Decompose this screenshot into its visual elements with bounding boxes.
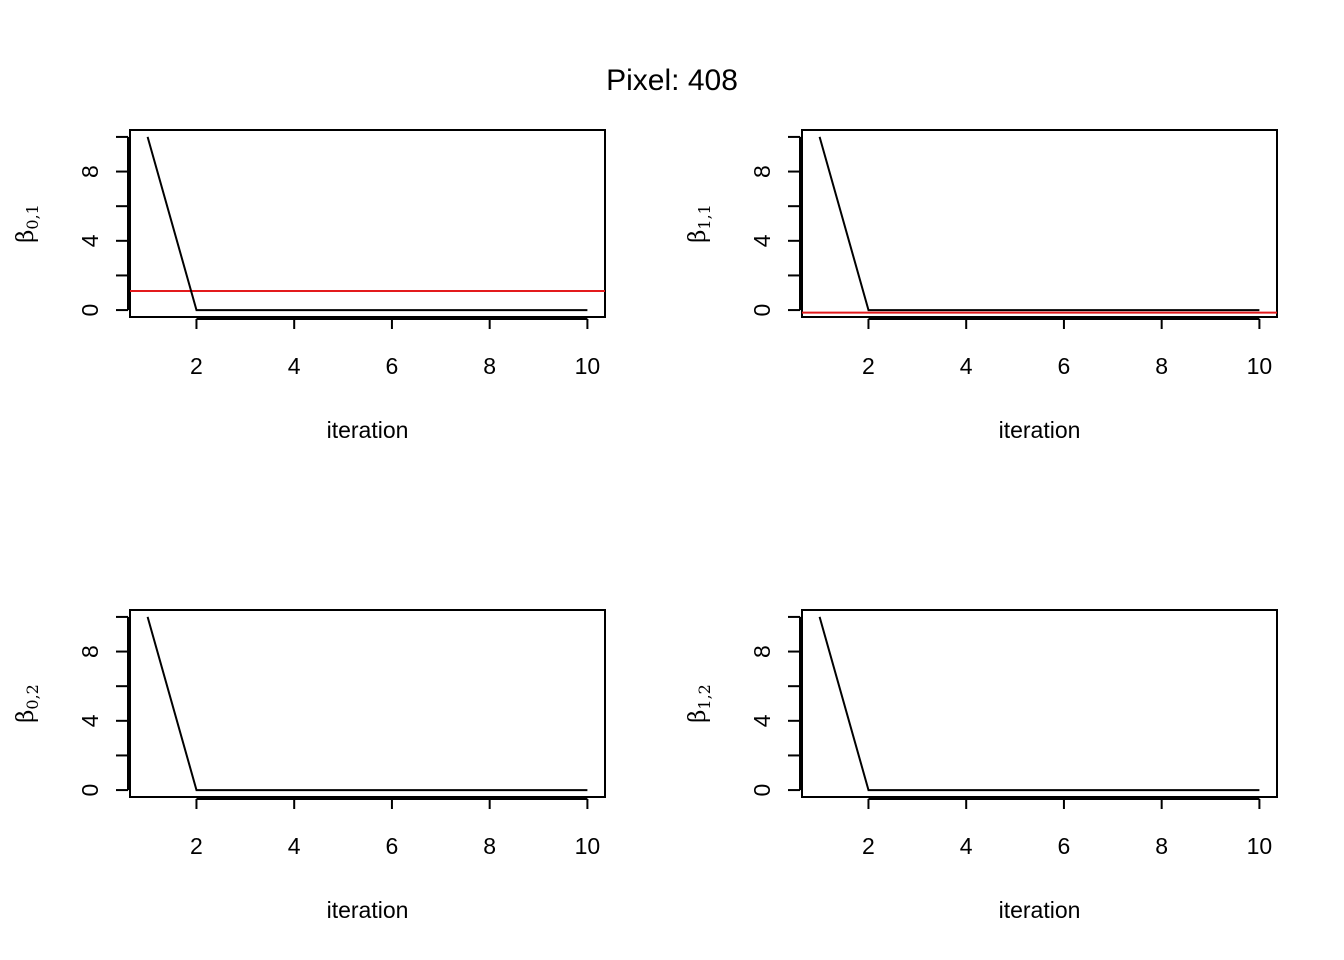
y-axis-label: β1,1 bbox=[685, 204, 714, 243]
y-axis-label-subscript: 1,1 bbox=[695, 204, 714, 229]
x-tick-label: 6 bbox=[386, 353, 399, 379]
x-axis-label: iteration bbox=[999, 417, 1081, 443]
y-tick-label: 0 bbox=[749, 784, 775, 797]
y-axis-label-symbol: β bbox=[685, 710, 711, 723]
panel-1: 2 4 6 8 10 iteration 0 4 8 β0,1 bbox=[13, 129, 606, 443]
x-tick-label: 10 bbox=[575, 833, 601, 859]
x-tick-label: 10 bbox=[1247, 353, 1273, 379]
x-tick-label: 10 bbox=[575, 353, 601, 379]
x-tick-label: 4 bbox=[960, 353, 973, 379]
plot-frame bbox=[129, 609, 606, 798]
y-axis-label-symbol: β bbox=[13, 230, 39, 243]
plot-frame bbox=[129, 129, 606, 318]
panel-4: 2 4 6 8 10 iteration 0 4 8 β1,2 bbox=[685, 609, 1278, 923]
y-axis: 0 4 8 bbox=[749, 135, 801, 317]
x-tick-label: 6 bbox=[1058, 833, 1071, 859]
x-axis: 2 4 6 8 10 bbox=[862, 798, 1273, 859]
y-tick-label: 0 bbox=[77, 784, 103, 797]
x-tick-label: 2 bbox=[862, 353, 875, 379]
x-axis-label: iteration bbox=[327, 417, 409, 443]
x-axis: 2 4 6 8 10 bbox=[862, 318, 1273, 379]
y-tick-label: 0 bbox=[749, 304, 775, 317]
y-tick-label: 4 bbox=[77, 714, 103, 727]
y-axis: 0 4 8 bbox=[77, 135, 129, 317]
y-axis: 0 4 8 bbox=[77, 615, 129, 797]
y-tick-label: 8 bbox=[77, 165, 103, 178]
series-line bbox=[146, 136, 588, 312]
series-line bbox=[818, 616, 1260, 792]
panel-2: 2 4 6 8 10 iteration 0 4 8 β1,1 bbox=[685, 129, 1278, 443]
x-tick-label: 2 bbox=[190, 833, 203, 859]
plot-frame bbox=[801, 129, 1278, 318]
series-line bbox=[818, 136, 1260, 312]
x-axis: 2 4 6 8 10 bbox=[190, 798, 601, 859]
x-tick-label: 2 bbox=[862, 833, 875, 859]
y-axis-label: β0,1 bbox=[13, 204, 42, 243]
x-tick-label: 6 bbox=[386, 833, 399, 859]
y-tick-label: 0 bbox=[77, 304, 103, 317]
panel-3: 2 4 6 8 10 iteration 0 4 8 β0,2 bbox=[13, 609, 606, 923]
x-axis-label: iteration bbox=[999, 897, 1081, 923]
y-axis-label: β1,2 bbox=[685, 684, 714, 723]
y-axis-label-symbol: β bbox=[13, 710, 39, 723]
y-axis-label: β0,2 bbox=[13, 684, 42, 723]
x-tick-label: 8 bbox=[1155, 353, 1168, 379]
y-tick-label: 4 bbox=[77, 234, 103, 247]
figure-title: Pixel: 408 bbox=[606, 64, 738, 97]
y-tick-label: 8 bbox=[749, 165, 775, 178]
y-tick-label: 8 bbox=[77, 645, 103, 658]
plot-frame bbox=[801, 609, 1278, 798]
x-tick-label: 4 bbox=[288, 833, 301, 859]
y-tick-label: 8 bbox=[749, 645, 775, 658]
y-axis-label-subscript: 1,2 bbox=[695, 684, 714, 709]
series-line bbox=[146, 616, 588, 792]
x-tick-label: 6 bbox=[1058, 353, 1071, 379]
y-axis-label-symbol: β bbox=[685, 230, 711, 243]
y-tick-label: 4 bbox=[749, 714, 775, 727]
x-tick-label: 8 bbox=[483, 353, 496, 379]
x-tick-label: 10 bbox=[1247, 833, 1273, 859]
y-tick-label: 4 bbox=[749, 234, 775, 247]
x-tick-label: 4 bbox=[960, 833, 973, 859]
x-tick-label: 2 bbox=[190, 353, 203, 379]
y-axis: 0 4 8 bbox=[749, 615, 801, 797]
x-tick-label: 8 bbox=[483, 833, 496, 859]
y-axis-label-subscript: 0,2 bbox=[23, 684, 42, 709]
x-tick-label: 4 bbox=[288, 353, 301, 379]
x-axis-label: iteration bbox=[327, 897, 409, 923]
y-axis-label-subscript: 0,1 bbox=[23, 204, 42, 229]
x-axis: 2 4 6 8 10 bbox=[190, 318, 601, 379]
x-tick-label: 8 bbox=[1155, 833, 1168, 859]
